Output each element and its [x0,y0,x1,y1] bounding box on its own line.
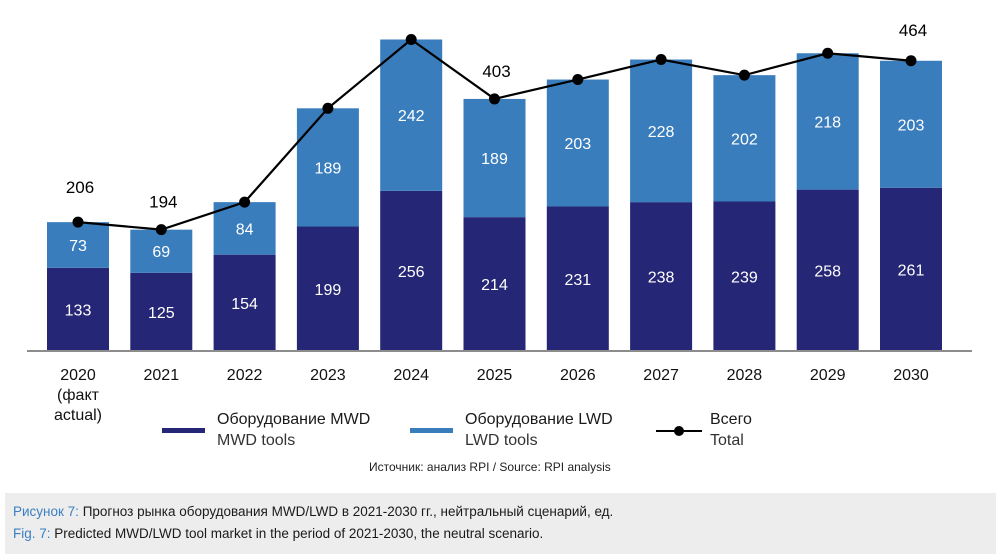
total-point [405,34,417,46]
caption-ru-text: Прогноз рынка оборудования MWD/LWD в 202… [78,504,614,519]
bar-mwd [380,190,443,351]
stacked-bar-chart: 1337312569154841991892562422141892312032… [27,21,972,424]
total-value-label: 403 [482,62,510,81]
legend-label-total-ru: Всего [710,411,752,428]
bar-lwd [463,98,526,218]
bar-lwd [630,59,693,203]
bar-value-label-lwd: 202 [731,131,758,148]
legend-label-mwd-ru: Оборудование MWD [217,411,371,428]
bar-value-label-lwd: 189 [481,151,508,168]
legend-line-marker-icon [656,426,702,436]
bar-lwd [880,60,942,188]
total-line-layer: 206 194 403 464 [66,21,927,236]
legend-label-lwd-ru: Оборудование LWD [465,411,613,428]
x-tick-label: 2024 [393,367,429,384]
bar-value-label-mwd: 239 [731,269,758,286]
total-point [655,54,667,66]
bar-value-label-mwd: 231 [564,272,591,289]
caption-ru-label: Рисунок 7: [13,504,79,519]
bar-value-label-mwd: 154 [231,296,258,313]
caption-en-label: Fig. 7: [13,526,51,541]
bar-mwd [880,187,942,351]
legend-label-total-en: Total [710,432,744,449]
x-tick-label: 2025 [477,367,513,384]
x-tick-labels: 2020 (факт actual) 2021 2022 2023 2024 2025 2026… [54,367,929,424]
bar-value-label-lwd: 189 [315,160,342,177]
bar-value-label-lwd: 218 [814,114,841,131]
x-tick-label: 2027 [643,367,679,384]
x-tick-label: 2028 [727,367,763,384]
total-value-label: 194 [149,193,177,212]
bars-layer [47,39,942,351]
bar-lwd [713,75,776,202]
bar-value-label-lwd: 203 [898,117,925,134]
bar-mwd [546,206,609,351]
total-point [72,216,84,228]
total-point [239,196,251,208]
bar-value-label-mwd: 125 [148,305,175,322]
bar-value-label-lwd: 242 [398,108,425,125]
x-tick-label: 2023 [310,367,346,384]
caption-ru: Рисунок 7: Прогноз рынка оборудования MW… [13,504,613,519]
x-tick-label: 2022 [227,367,263,384]
x-tick-label: 2020 (факт actual) [54,367,102,424]
segment-labels-layer: 133 73 125 69 154 84 199 189 256 242 214 189 231 203 2… [65,108,925,322]
bar-value-label-lwd: 73 [69,238,87,255]
total-point [489,93,500,105]
bar-value-label-lwd: 203 [564,136,591,153]
bar-value-label-lwd: 84 [236,221,254,238]
legend-label-mwd-en: MWD tools [217,432,296,449]
source-note: Источник: анализ RPI / Source: RPI analy… [369,460,611,474]
bar-value-label-mwd: 199 [315,282,342,299]
total-point [738,69,750,81]
x-tick-label: 2029 [810,367,846,384]
total-value-label: 206 [66,178,94,197]
bar-lwd [296,108,359,227]
legend-swatch-mwd [162,428,205,433]
caption-en: Fig. 7: Predicted MWD/LWD tool market in… [13,526,543,541]
bar-mwd [796,189,859,351]
total-point [155,224,167,236]
bar-lwd [130,229,193,273]
bar-mwd [130,272,193,351]
bar-lwd [380,39,443,191]
bar-mwd [463,217,526,351]
bar-value-label-mwd: 133 [65,302,92,319]
figure-caption: Рисунок 7: Прогноз рынка оборудования MW… [5,493,996,554]
total-point [822,47,834,59]
bar-mwd [296,226,359,351]
x-tick-label: 2026 [560,367,596,384]
total-point [905,55,917,67]
bar-lwd [47,222,109,268]
bar-lwd [213,202,276,255]
bar-value-label-mwd: 238 [648,270,675,287]
legend-swatch-lwd [410,428,453,433]
x-tick-label: 2021 [144,367,180,384]
x-tick-label: 2030 [893,367,929,384]
total-value-label: 464 [899,21,927,40]
bar-lwd [796,53,859,190]
bar-mwd [630,202,693,351]
bar-value-label-lwd: 228 [648,124,675,141]
caption-en-text: Predicted MWD/LWD tool market in the per… [50,526,544,541]
bar-lwd [546,79,609,207]
total-point [322,102,334,114]
bar-value-label-mwd: 258 [814,263,841,280]
bar-value-label-mwd: 214 [481,277,508,294]
bar-mwd [47,267,109,351]
bar-value-label-lwd: 69 [152,244,170,261]
bar-value-label-mwd: 261 [898,262,925,279]
bar-mwd [713,201,776,351]
bar-mwd [213,254,276,351]
legend-label-lwd-en: LWD tools [465,432,538,449]
bar-value-label-mwd: 256 [398,264,425,281]
total-point [572,74,584,86]
